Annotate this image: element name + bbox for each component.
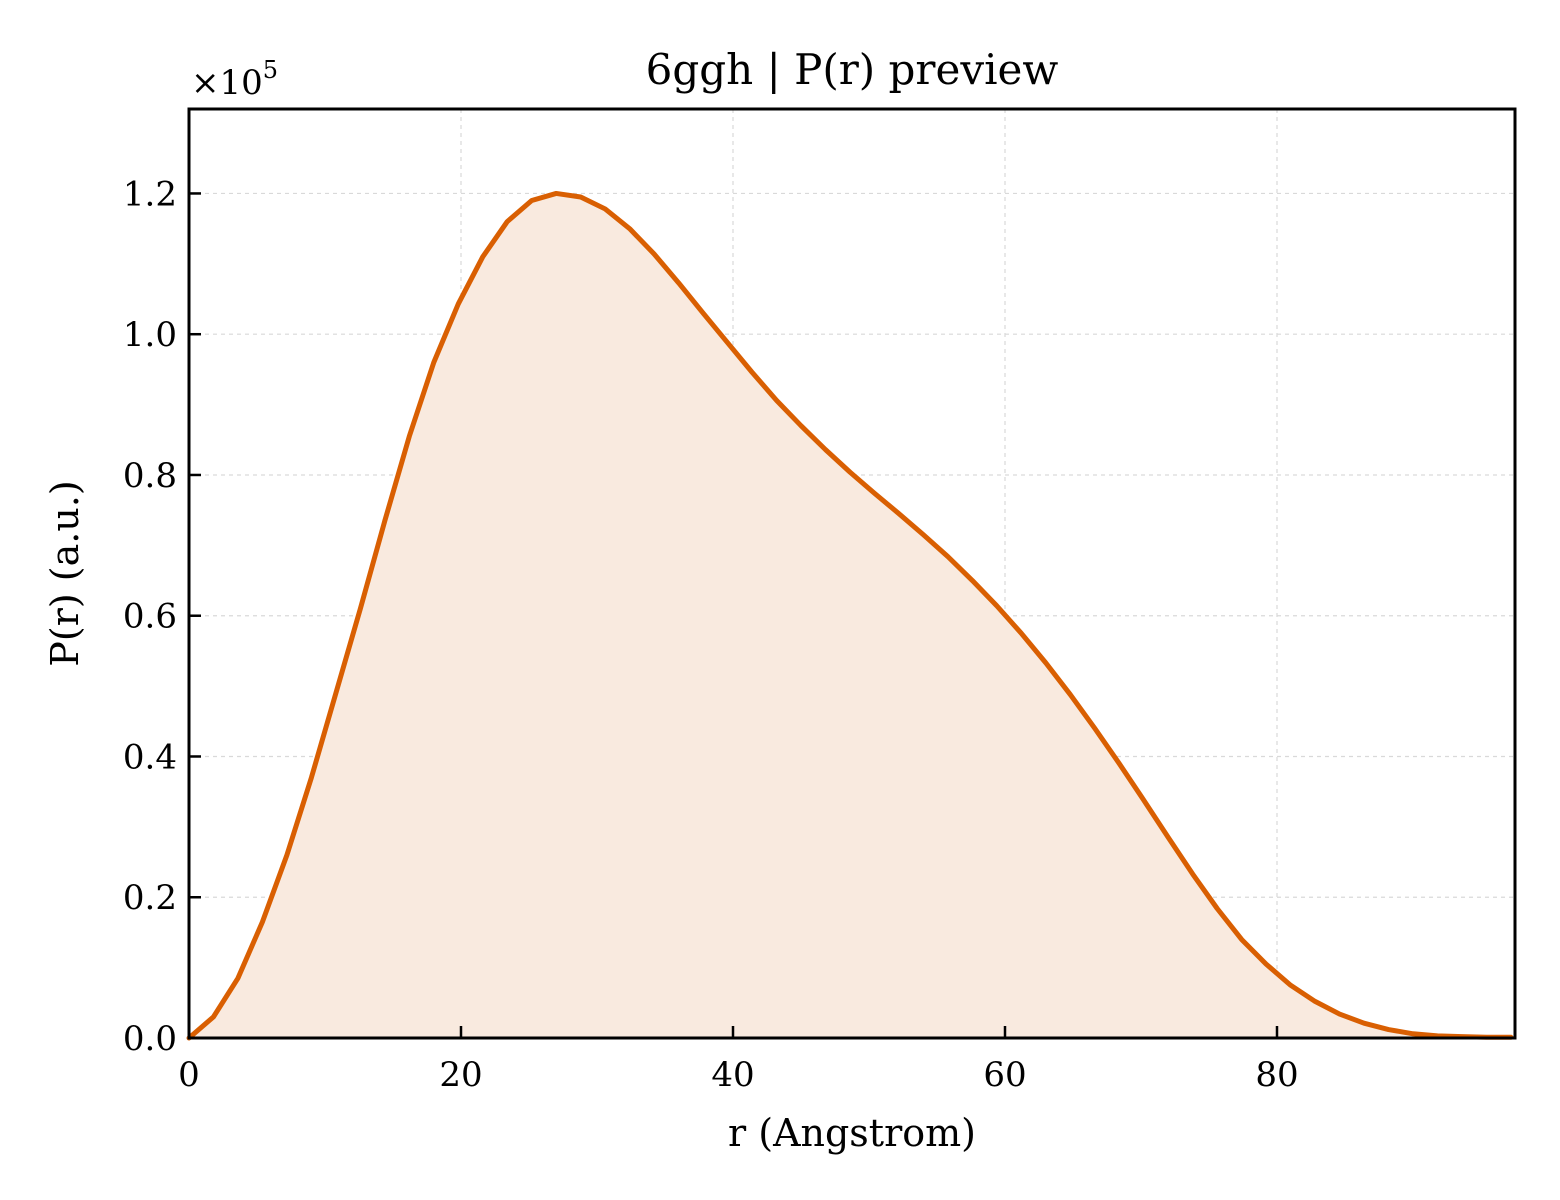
data-point (677, 281, 681, 285)
y-offset-base: ×10 (191, 63, 263, 103)
data-point (1191, 872, 1195, 876)
data-point (1166, 835, 1170, 839)
y-tick-label: 1.0 (123, 315, 177, 355)
y-tick-label: 0.4 (123, 737, 177, 777)
y-offset-label: ×105 (191, 56, 278, 103)
data-point (1044, 661, 1048, 665)
data-point (432, 360, 436, 364)
data-point (1338, 1012, 1342, 1016)
data-point (554, 191, 558, 195)
data-point (1387, 1028, 1391, 1032)
data-point (1313, 999, 1317, 1003)
data-point (872, 491, 876, 495)
y-tick-label: 0.6 (123, 597, 177, 637)
ticks-layer: 0 20 40 60 80 0.0 0.2 0.4 0.6 0.8 1.0 1.2 (123, 174, 1299, 1095)
plot-frame (187, 107, 1517, 1040)
data-point (1411, 1032, 1415, 1036)
data-point (1142, 798, 1146, 802)
pr-area-fill (189, 193, 1511, 1038)
data-point (1215, 907, 1219, 911)
data-point (799, 424, 803, 428)
x-tick-label: 20 (439, 1055, 482, 1095)
data-point (1117, 762, 1121, 766)
data-point (921, 533, 925, 537)
data-point (628, 227, 632, 231)
data-point (1019, 631, 1023, 635)
data-point (701, 311, 705, 315)
y-tick-label: 0.0 (123, 1019, 177, 1059)
data-point (897, 512, 901, 516)
y-tick-label: 1.2 (123, 174, 177, 214)
data-point (823, 448, 827, 452)
chart-title: 6ggh | P(r) preview (646, 45, 1059, 94)
data-point (260, 920, 264, 924)
data-point (456, 302, 460, 306)
data-point (1240, 937, 1244, 941)
data-point (775, 398, 779, 402)
data-point (1068, 693, 1072, 697)
data-point (407, 434, 411, 438)
data-point (358, 607, 362, 611)
data-point (995, 604, 999, 608)
data-point (285, 853, 289, 857)
data-point (970, 579, 974, 583)
data-point (309, 776, 313, 780)
data-point (579, 195, 583, 199)
x-tick-label: 60 (983, 1055, 1026, 1095)
data-point (211, 1015, 215, 1019)
data-point (946, 555, 950, 559)
x-tick-label: 40 (711, 1055, 754, 1095)
pr-series-line (186, 190, 1514, 1041)
data-point (236, 976, 240, 980)
data-point (603, 207, 607, 211)
data-point (505, 220, 509, 224)
x-tick-label: 80 (1255, 1055, 1298, 1095)
data-point (383, 519, 387, 523)
data-point (1264, 962, 1268, 966)
y-offset-exponent: 5 (263, 56, 278, 84)
data-point (726, 341, 730, 345)
data-point (1362, 1021, 1366, 1025)
data-point (750, 370, 754, 374)
data-point (1093, 726, 1097, 730)
data-point (652, 252, 656, 256)
y-tick-label: 0.8 (123, 456, 177, 496)
x-axis-label: r (Angstrom) (728, 1111, 976, 1155)
y-axis-label: P(r) (a.u.) (43, 480, 87, 666)
data-point (530, 198, 534, 202)
data-point (1289, 983, 1293, 987)
x-tick-label: 0 (178, 1055, 200, 1095)
data-point (848, 470, 852, 474)
data-point (481, 255, 485, 259)
y-tick-label: 0.2 (123, 878, 177, 918)
data-point (334, 691, 338, 695)
